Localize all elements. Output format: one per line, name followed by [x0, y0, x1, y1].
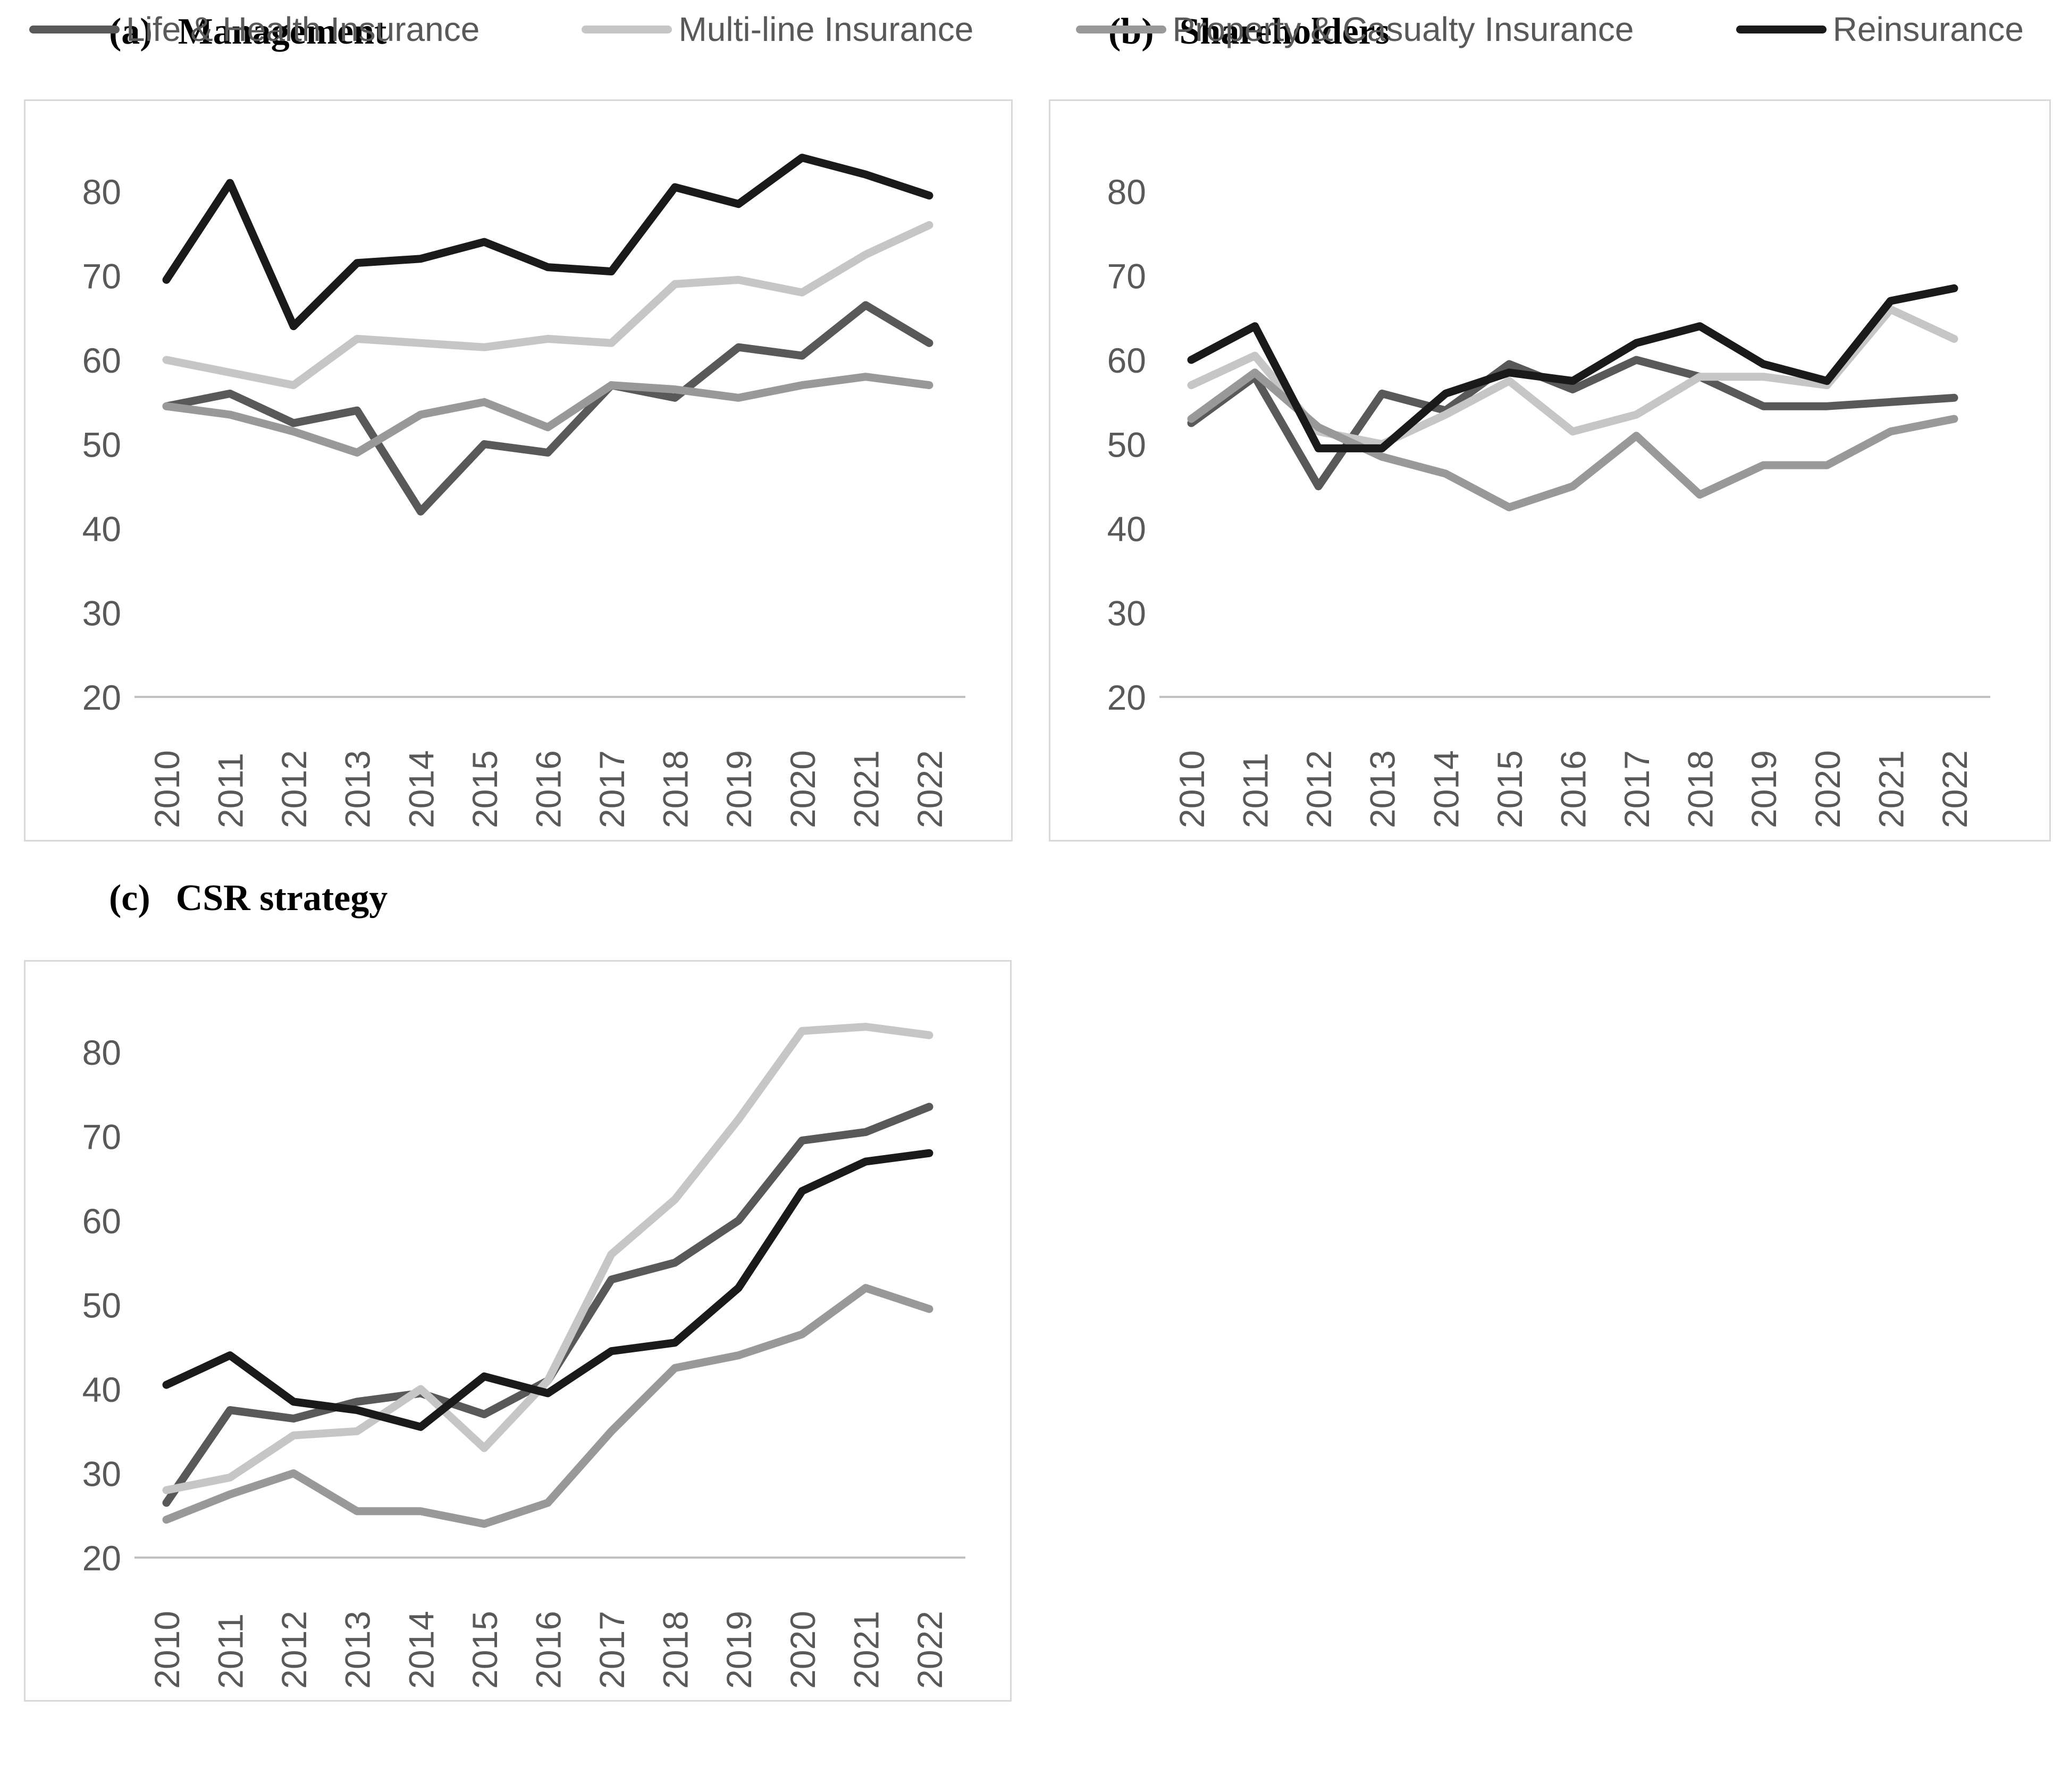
- x-axis-tick-label: 2014: [401, 1611, 441, 1689]
- x-axis-tick-label: 2017: [1617, 750, 1656, 828]
- chart-c-index-label: (c): [109, 878, 150, 919]
- x-axis-tick-label: 2021: [846, 1611, 886, 1689]
- y-axis-tick-label: 20: [82, 678, 121, 717]
- y-axis-tick-label: 40: [1107, 509, 1146, 549]
- legend-line-sample-property-casualty: [1075, 25, 1166, 33]
- series-line-property-casualty-insurance: [162, 373, 933, 457]
- x-axis-tick-label: 2015: [465, 750, 504, 828]
- x-axis-tick-label: 2011: [1236, 753, 1275, 828]
- y-axis-tick-label: 50: [82, 1286, 121, 1325]
- series-line-multi-line-insurance: [162, 221, 933, 390]
- x-axis-tick-label: 2019: [719, 1611, 759, 1689]
- x-axis-tick-label: 2015: [1490, 750, 1529, 828]
- legend: Life & Health Insurance Multi-line Insur…: [0, 0, 2053, 58]
- legend-label-reinsurance: Reinsurance: [1832, 10, 2024, 48]
- y-axis-tick-label: 60: [1107, 341, 1146, 380]
- series-line-reinsurance: [1187, 284, 1958, 452]
- y-axis-tick-label: 50: [1107, 425, 1146, 465]
- x-axis-tick-label: 2010: [147, 750, 187, 828]
- x-axis-tick-label: 2012: [1299, 750, 1339, 828]
- x-axis-tick-label: 2017: [592, 1611, 632, 1689]
- x-axis-tick-label: 2014: [401, 750, 441, 828]
- y-axis-tick-label: 40: [82, 1370, 121, 1409]
- legend-label-multi-line: Multi-line Insurance: [678, 10, 974, 48]
- y-axis-tick-label: 30: [1107, 594, 1146, 633]
- series-line-reinsurance: [162, 1149, 933, 1431]
- legend-label-property-casualty: Property & Casualty Insurance: [1172, 10, 1634, 48]
- x-axis-tick-label: 2019: [1744, 750, 1783, 828]
- x-axis-tick-label: 2013: [1363, 750, 1402, 828]
- y-axis-tick-label: 50: [82, 425, 121, 465]
- x-axis-tick-label: 2018: [1681, 750, 1720, 828]
- series-line-multi-line-insurance: [162, 1023, 933, 1494]
- x-axis-tick-label: 2010: [147, 1611, 187, 1689]
- y-axis-tick-label: 40: [82, 509, 121, 549]
- legend-item-life-health: Life & Health Insurance: [29, 10, 479, 49]
- y-axis-tick-label: 20: [82, 1538, 121, 1578]
- x-axis-tick-label: 2020: [783, 1611, 822, 1689]
- x-axis-tick-label: 2010: [1172, 750, 1211, 828]
- x-axis-tick-label: 2022: [910, 1611, 949, 1689]
- legend-item-property-casualty: Property & Casualty Insurance: [1075, 10, 1634, 49]
- legend-label-life-health: Life & Health Insurance: [126, 10, 480, 48]
- x-axis-tick-label: 2017: [592, 750, 632, 828]
- y-axis-tick-label: 30: [82, 594, 121, 633]
- x-axis-tick-label: 2018: [656, 750, 695, 828]
- legend-line-sample-reinsurance: [1736, 25, 1827, 33]
- x-axis-tick-label: 2012: [274, 1611, 314, 1689]
- series-line-life-health-insurance: [162, 301, 933, 516]
- x-axis-tick-label: 2013: [338, 750, 377, 828]
- x-axis-tick-label: 2019: [719, 750, 759, 828]
- y-axis-tick-label: 60: [82, 341, 121, 380]
- legend-line-sample-life-health: [29, 25, 120, 33]
- y-axis-tick-label: 70: [1107, 257, 1146, 296]
- x-axis-tick-label: 2021: [846, 750, 886, 828]
- y-axis-tick-label: 80: [82, 1033, 121, 1072]
- y-axis-tick-label: 80: [1107, 172, 1146, 212]
- y-axis-tick-label: 20: [1107, 678, 1146, 717]
- x-axis-tick-label: 2011: [211, 753, 250, 828]
- chart-b-panel: 80 70 60 50 40 30 20 2010 2011 2012 2013 2014 2015 20…: [1049, 99, 2051, 842]
- x-axis-tick-label: 2022: [1935, 750, 1974, 828]
- chart-c-canvas: 80 70 60 50 40 30 20 2010 2011 2012 2013 2014 2015 20…: [82, 1023, 965, 1689]
- x-axis-tick-label: 2020: [1808, 750, 1847, 828]
- chart-a-title-label: Management: [178, 11, 387, 52]
- series-line-reinsurance: [162, 154, 933, 331]
- x-axis-tick-label: 2016: [529, 1611, 568, 1689]
- x-axis-tick-label: 2015: [465, 1611, 504, 1689]
- x-axis-tick-label: 2022: [910, 750, 949, 828]
- legend-item-multi-line: Multi-line Insurance: [582, 10, 973, 49]
- chart-c-title-label: CSR strategy: [175, 878, 388, 919]
- legend-line-sample-multi-line: [582, 25, 672, 33]
- y-axis-tick-label: 80: [82, 172, 121, 212]
- x-axis-tick-label: 2016: [529, 750, 568, 828]
- y-axis-tick-label: 30: [82, 1454, 121, 1494]
- chart-a-panel: 80 70 60 50 40 30 20 2010 2011 2012 2013 2014 2015 20…: [24, 99, 1013, 842]
- legend-item-reinsurance: Reinsurance: [1736, 10, 2024, 49]
- chart-a-canvas: 80 70 60 50 40 30 20 2010 2011 2012 2013 2014 2015 20…: [82, 154, 965, 828]
- x-axis-tick-label: 2013: [338, 1611, 377, 1689]
- x-axis-tick-label: 2016: [1554, 750, 1593, 828]
- x-axis-tick-label: 2011: [211, 1613, 250, 1689]
- x-axis-tick-label: 2021: [1871, 750, 1911, 828]
- chart-a-title: (a) Management: [109, 11, 386, 53]
- chart-b-canvas: 80 70 60 50 40 30 20 2010 2011 2012 2013 2014 2015 20…: [1107, 172, 1990, 828]
- y-axis-tick-label: 60: [82, 1201, 121, 1241]
- y-axis-tick-label: 70: [82, 257, 121, 296]
- series-line-life-health-insurance: [1187, 356, 1958, 491]
- x-axis-tick-label: 2020: [783, 750, 822, 828]
- chart-b-title-label: Shareholders: [1179, 11, 1390, 52]
- series-line-property-casualty-insurance: [162, 1284, 933, 1528]
- chart-c-panel: 80 70 60 50 40 30 20 2010 2011 2012 2013 2014 2015 20…: [24, 960, 1012, 1702]
- series-line-property-casualty-insurance: [1187, 368, 1958, 511]
- x-axis-tick-label: 2018: [656, 1611, 695, 1689]
- chart-c-title: (c) CSR strategy: [109, 877, 388, 920]
- y-axis-tick-label: 70: [82, 1117, 121, 1157]
- x-axis-tick-label: 2014: [1426, 750, 1466, 828]
- x-axis-tick-label: 2012: [274, 750, 314, 828]
